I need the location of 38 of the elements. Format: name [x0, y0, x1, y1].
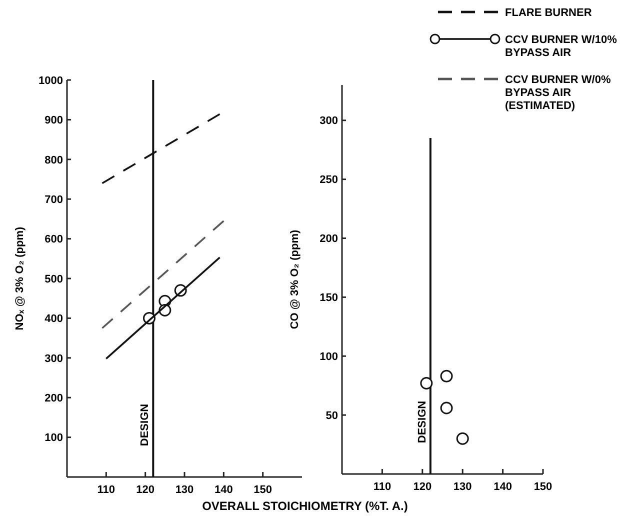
y-axis-title: NOₓ @ 3% O₂ (ppm): [14, 226, 26, 330]
x-tick-label: 120: [413, 481, 432, 493]
x-tick-label: 150: [534, 481, 552, 493]
x-tick-label: 150: [254, 484, 272, 496]
x-tick-label: 130: [453, 481, 472, 493]
point: [456, 432, 469, 445]
x-tick-label: 140: [494, 481, 512, 493]
x-tick-label: 140: [214, 484, 233, 496]
y-tick-label: 1000: [38, 74, 63, 87]
x-tick-label: 120: [136, 484, 155, 496]
legend-label: FLARE BURNER: [505, 6, 592, 19]
y-tick-label: 500: [44, 273, 63, 286]
y-tick-label: 50: [326, 410, 338, 422]
x-tick-label: 130: [175, 484, 194, 496]
x-tick-label: 110: [97, 484, 116, 496]
point: [440, 402, 453, 414]
x-tick-label: 110: [373, 481, 392, 493]
y-tick-label: 250: [320, 174, 338, 186]
y-tick-label: 200: [44, 392, 63, 404]
y-tick-label: 800: [44, 154, 63, 166]
y-tick-label: 200: [320, 233, 338, 246]
y-tick-label: 600: [44, 234, 63, 246]
point: [420, 376, 433, 390]
y-tick-label: 300: [320, 115, 338, 128]
point: [440, 370, 453, 382]
y-tick-label: 400: [44, 313, 63, 326]
ref-line-label: DESIGN: [139, 404, 152, 446]
ref-line-label: DESIGN: [416, 400, 428, 444]
x-axis-title: OVERALL STOICHIOMETRY (%T. A.): [202, 499, 408, 513]
y-tick-label: 900: [44, 114, 63, 127]
y-tick-label: 150: [320, 292, 338, 304]
y-tick-label: 100: [44, 432, 63, 444]
y-axis-title: CO @ 3% O₂ (ppm): [289, 229, 301, 330]
y-tick-label: 100: [320, 350, 338, 363]
legend-label: CCV BURNER W/0% BYPASS AIR (ESTIMATED): [505, 74, 611, 112]
y-tick-label: 700: [44, 194, 63, 206]
y-tick-label: 300: [44, 352, 63, 365]
legend-label: CCV BURNER W/10% BYPASS AIR: [505, 34, 618, 59]
